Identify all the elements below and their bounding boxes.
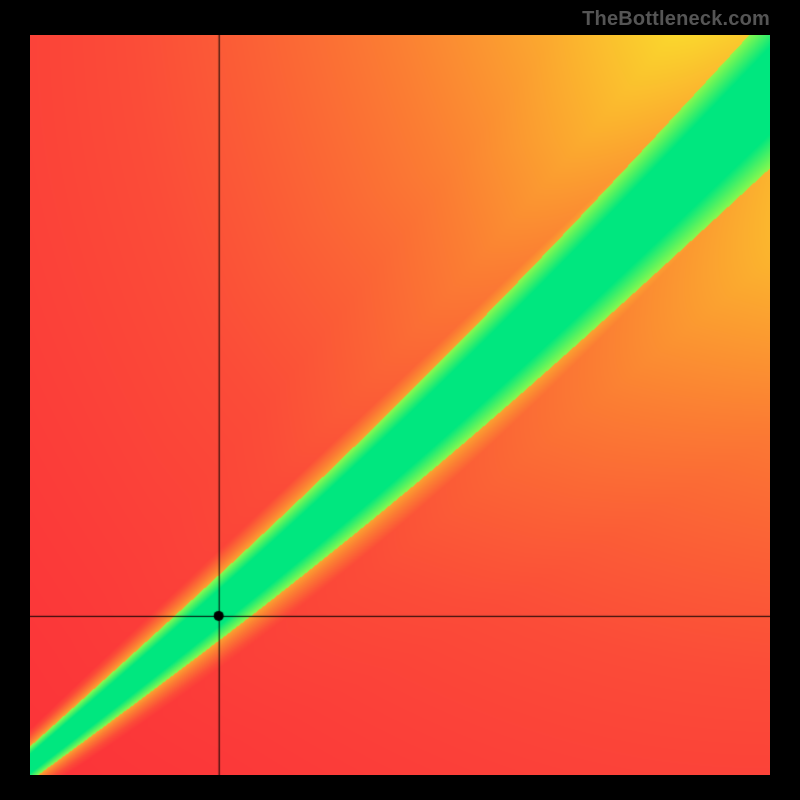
watermark-label: TheBottleneck.com: [582, 8, 770, 31]
heatmap-canvas: [30, 35, 770, 775]
bottleneck-heatmap: [30, 35, 770, 775]
